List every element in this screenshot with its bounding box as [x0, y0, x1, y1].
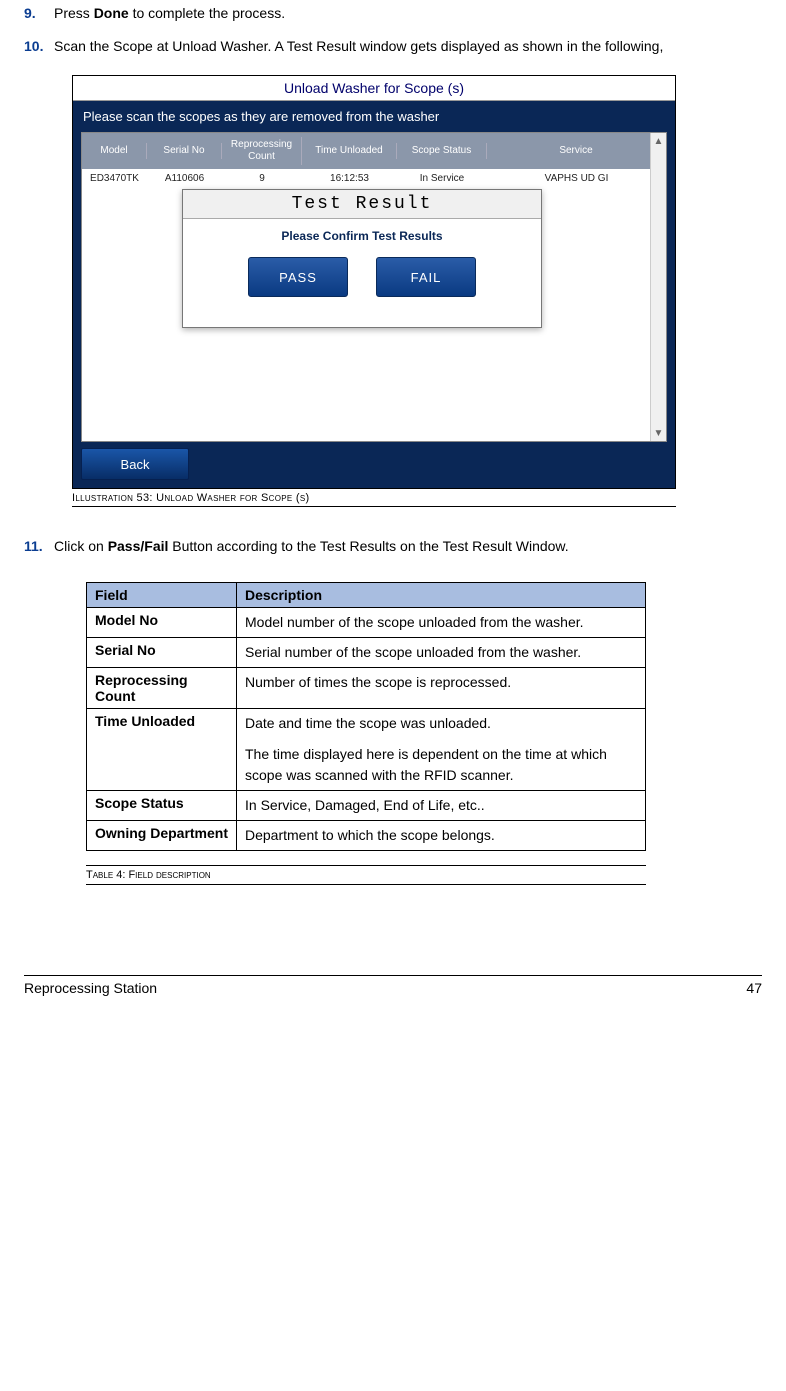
dialog-title: Test Result [183, 190, 541, 219]
step-number: 9. [24, 5, 54, 21]
dialog-message: Please Confirm Test Results [183, 219, 541, 257]
header-field: Field [87, 582, 237, 607]
table-row: Reprocessing Count Number of times the s… [87, 667, 646, 708]
col-serial: Serial No [147, 143, 222, 159]
text-fragment: Button according to the Test Results on … [168, 538, 568, 554]
field-desc: In Service, Damaged, End of Life, etc.. [237, 790, 646, 820]
scrollbar[interactable]: ▲ ▼ [650, 133, 666, 441]
table-row: Model No Model number of the scope unloa… [87, 607, 646, 637]
field-name: Reprocessing Count [87, 667, 237, 708]
table-row: Serial No Serial number of the scope unl… [87, 637, 646, 667]
field-desc: Date and time the scope was unloaded. Th… [237, 708, 646, 790]
col-model: Model [82, 143, 147, 159]
table-row: Owning Department Department to which th… [87, 820, 646, 850]
cell-repro: 9 [222, 172, 302, 185]
field-name: Time Unloaded [87, 708, 237, 790]
step-number: 10. [24, 38, 54, 54]
table-caption: Table 4: Field description [86, 865, 646, 885]
field-desc: Model number of the scope unloaded from … [237, 607, 646, 637]
cell-serial: A110606 [147, 172, 222, 185]
text-bold: Pass/Fail [108, 538, 169, 554]
step-10: 10. Scan the Scope at Unload Washer. A T… [24, 33, 762, 60]
footer-page-number: 47 [746, 980, 762, 996]
field-desc: Serial number of the scope unloaded from… [237, 637, 646, 667]
instruction-text: Please scan the scopes as they are remov… [73, 101, 675, 128]
grid-data-row: ED3470TK A110606 9 16:12:53 In Service V… [82, 169, 666, 187]
cell-model: ED3470TK [82, 172, 147, 185]
desc-line: Date and time the scope was unloaded. [245, 715, 491, 731]
illustration-caption: Illustration 53: Unload Washer for Scope… [72, 489, 676, 507]
back-row: Back [73, 442, 675, 488]
text-fragment: Click on [54, 538, 108, 554]
col-time: Time Unloaded [302, 143, 397, 159]
step-11: 11. Click on Pass/Fail Button according … [24, 533, 762, 560]
field-name: Serial No [87, 637, 237, 667]
step-text: Scan the Scope at Unload Washer. A Test … [54, 33, 762, 60]
field-desc: Department to which the scope belongs. [237, 820, 646, 850]
text-fragment: Press [54, 5, 94, 21]
footer-left: Reprocessing Station [24, 980, 157, 996]
test-result-dialog: Test Result Please Confirm Test Results … [182, 189, 542, 328]
col-repro: Reprocessing Count [222, 137, 302, 165]
text-bold: Done [94, 5, 129, 21]
table-header-row: Field Description [87, 582, 646, 607]
step-text: Press Done to complete the process. [54, 0, 762, 27]
grid-header-row: Model Serial No Reprocessing Count Time … [82, 133, 666, 169]
table-row: Time Unloaded Date and time the scope wa… [87, 708, 646, 790]
dialog-button-row: PASS FAIL [183, 257, 541, 327]
field-name: Owning Department [87, 820, 237, 850]
scroll-down-icon[interactable]: ▼ [651, 425, 666, 441]
pass-button[interactable]: PASS [248, 257, 348, 297]
field-desc: Number of times the scope is reprocessed… [237, 667, 646, 708]
back-button[interactable]: Back [81, 448, 189, 480]
col-status: Scope Status [397, 143, 487, 159]
step-9: 9. Press Done to complete the process. [24, 0, 762, 27]
col-service: Service [487, 143, 666, 159]
field-description-table: Field Description Model No Model number … [86, 582, 646, 851]
header-description: Description [237, 582, 646, 607]
illustration-frame: Unload Washer for Scope (s) Please scan … [72, 75, 676, 489]
field-name: Model No [87, 607, 237, 637]
field-name: Scope Status [87, 790, 237, 820]
cell-status: In Service [397, 172, 487, 185]
desc-line: The time displayed here is dependent on … [245, 744, 637, 786]
text-fragment: to complete the process. [129, 5, 285, 21]
window-body: Please scan the scopes as they are remov… [73, 101, 675, 488]
scroll-up-icon[interactable]: ▲ [651, 133, 666, 149]
window-title: Unload Washer for Scope (s) [73, 76, 675, 101]
fail-button[interactable]: FAIL [376, 257, 476, 297]
page-footer: Reprocessing Station 47 [24, 975, 762, 996]
step-text: Click on Pass/Fail Button according to t… [54, 533, 762, 560]
cell-time: 16:12:53 [302, 172, 397, 185]
step-number: 11. [24, 538, 54, 554]
data-grid: Model Serial No Reprocessing Count Time … [81, 132, 667, 442]
table-row: Scope Status In Service, Damaged, End of… [87, 790, 646, 820]
illustration-53: Unload Washer for Scope (s) Please scan … [72, 75, 762, 507]
cell-service: VAPHS UD GI [487, 172, 666, 185]
